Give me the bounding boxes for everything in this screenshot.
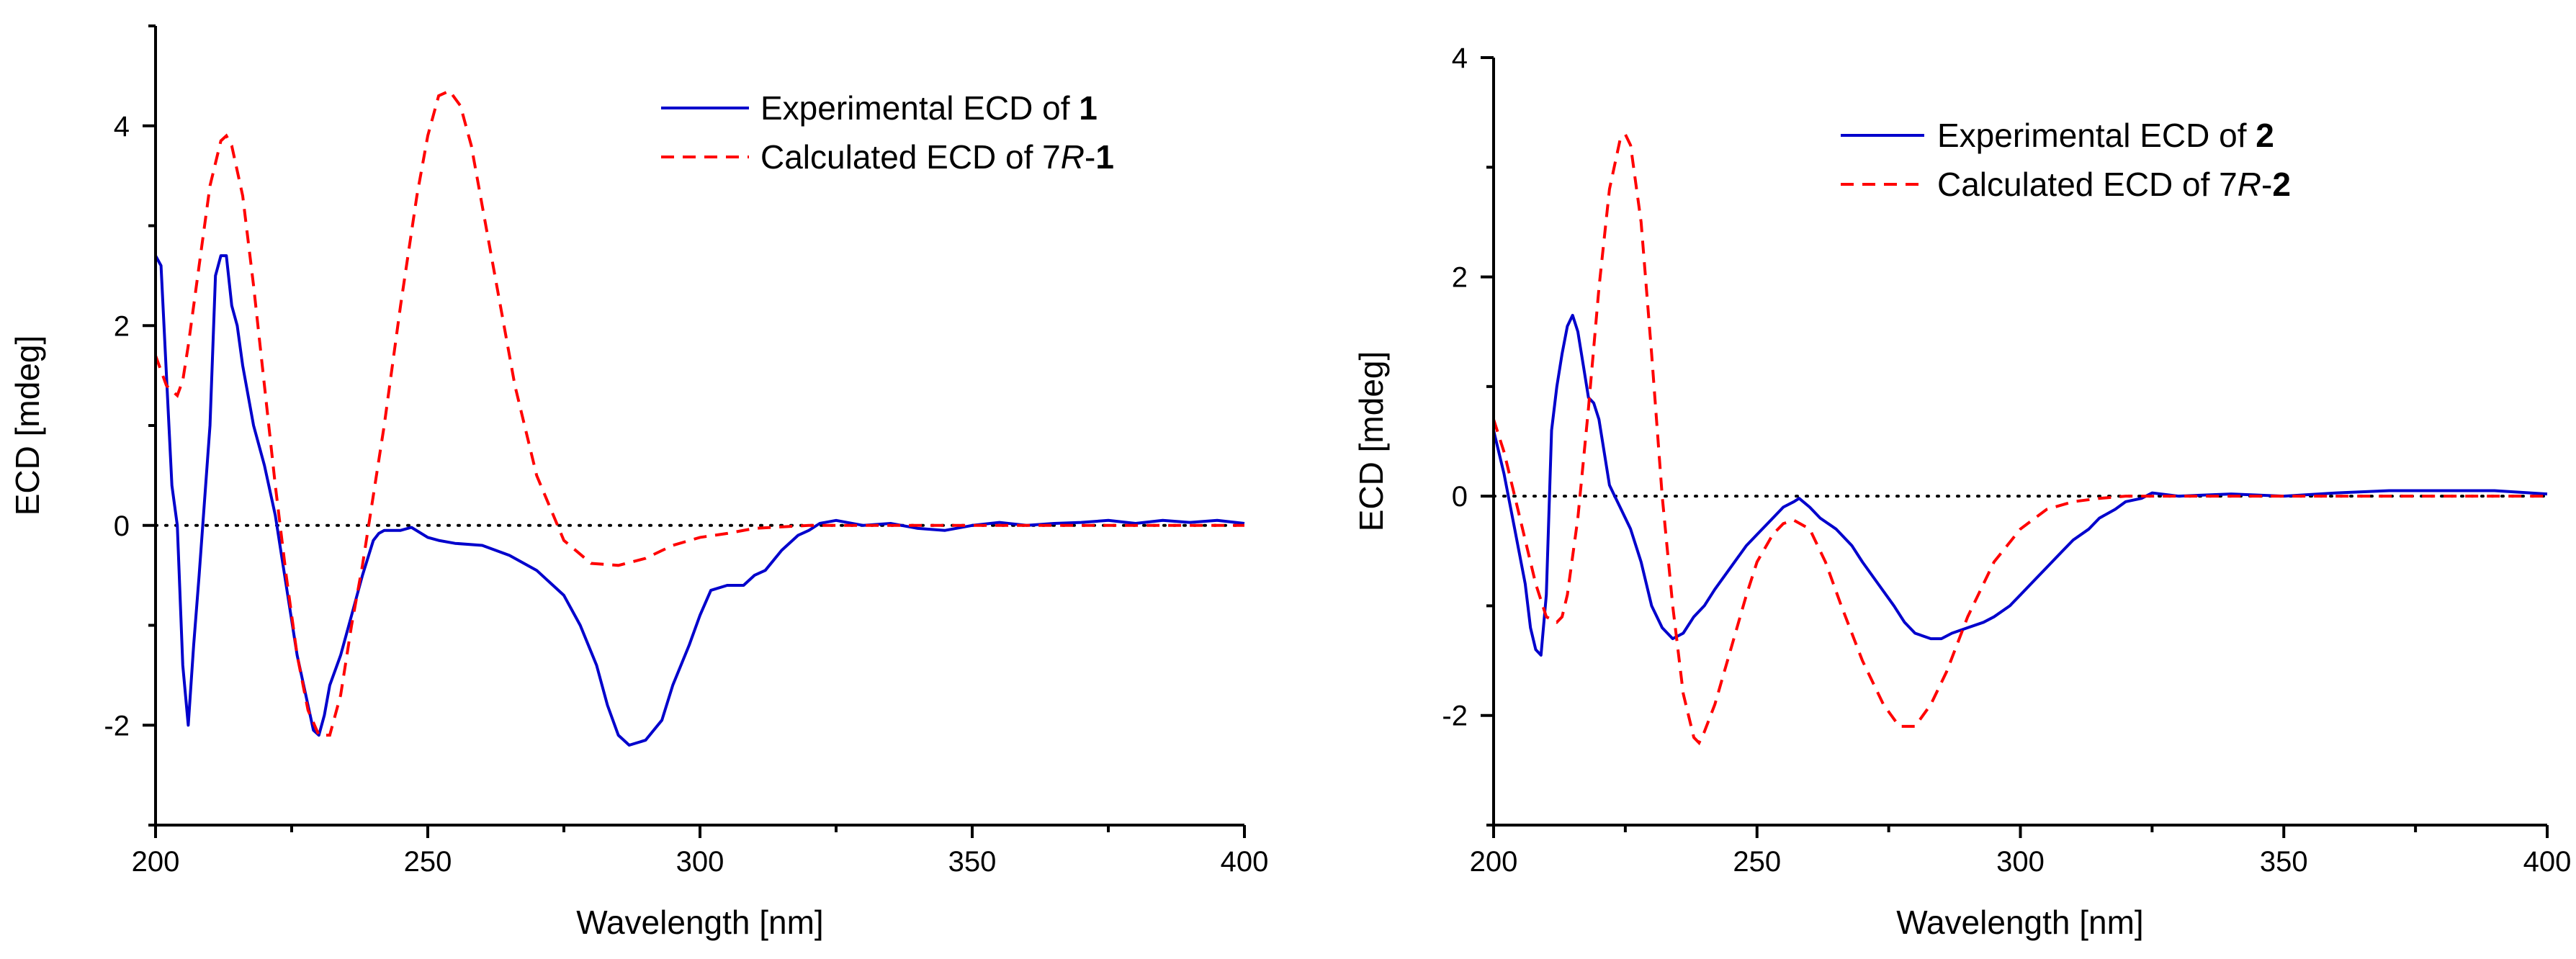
x-tick-label: 200 xyxy=(1470,846,1518,878)
x-axis-title: Wavelength [nm] xyxy=(1896,904,2143,941)
experimental-ecd-line xyxy=(154,254,1245,747)
legend-label-experimental: Experimental ECD of 1 xyxy=(760,89,1098,127)
y-tick-label: 4 xyxy=(114,111,130,143)
x-tick-label: 200 xyxy=(132,846,180,878)
x-axis-title: Wavelength [nm] xyxy=(576,904,823,941)
y-tick-label: 4 xyxy=(1452,42,1468,74)
y-tick-label: 2 xyxy=(114,310,130,342)
y-tick-label: 2 xyxy=(1452,262,1468,294)
calculated-ecd-line xyxy=(154,89,1244,737)
x-tick-label: 300 xyxy=(1996,846,2045,878)
x-tick-label: 350 xyxy=(2260,846,2308,878)
series-layer xyxy=(1492,132,2548,746)
y-tick-label: -2 xyxy=(104,710,130,742)
legend-label-experimental: Experimental ECD of 2 xyxy=(1937,117,2274,154)
right-chart: 200 250 300 350 400 4 2 0 -2 Wavelength [nm] ECD… xyxy=(1352,42,2571,941)
calculated-ecd-line xyxy=(1492,132,2547,746)
y-axis-title: ECD [mdeg] xyxy=(1352,351,1390,532)
legend-label-calculated: Calculated ECD of 7R-1 xyxy=(760,138,1114,176)
ticks: 200 250 300 350 400 4 2 0 -2 xyxy=(1442,42,2571,878)
x-tick-label: 250 xyxy=(404,846,452,878)
legend: Experimental ECD of 2 Calculated ECD of … xyxy=(1841,117,2291,203)
y-tick-label: -2 xyxy=(1442,701,1468,732)
x-tick-label: 350 xyxy=(948,846,997,878)
x-tick-label: 400 xyxy=(2523,846,2572,878)
y-tick-label: 0 xyxy=(1452,481,1468,513)
x-tick-label: 400 xyxy=(1221,846,1269,878)
x-tick-label: 250 xyxy=(1733,846,1781,878)
experimental-ecd-line xyxy=(1492,313,2548,657)
ticks: 200 250 300 350 400 4 2 0 -2 xyxy=(104,24,1269,878)
y-tick-label: 0 xyxy=(114,510,130,542)
legend-label-calculated: Calculated ECD of 7R-2 xyxy=(1937,166,2291,203)
y-axis-title: ECD [mdeg] xyxy=(9,336,46,516)
legend: Experimental ECD of 1 Calculated ECD of … xyxy=(661,89,1114,176)
left-chart: 200 250 300 350 400 4 2 0 -2 Wavelength [nm] ECD… xyxy=(9,24,1269,941)
x-tick-label: 300 xyxy=(676,846,724,878)
series-layer xyxy=(154,89,1245,747)
